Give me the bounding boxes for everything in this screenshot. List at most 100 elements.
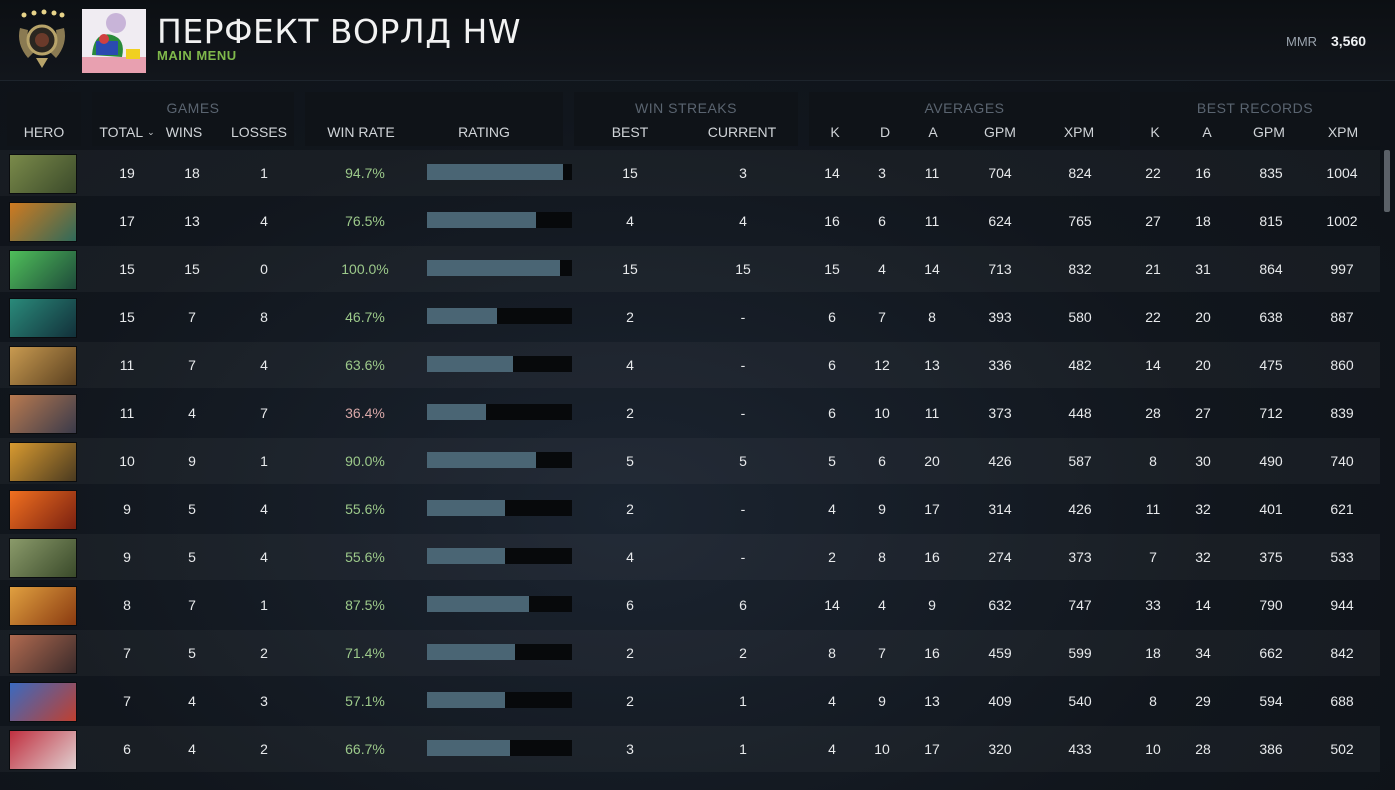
col-best-streak[interactable]: BEST [611,124,649,140]
col-rec-gpm[interactable]: GPM [1253,124,1285,140]
table-row[interactable]: 19 18 1 94.7% 15 3 14 3 11 704 824 22 16 835 1004 [0,150,1380,196]
cell-ra: 20 [1195,309,1211,325]
hero-portrait-icon[interactable] [9,250,77,290]
cell-current: 5 [739,453,747,469]
col-avg-kills[interactable]: K [830,124,840,140]
cell-d: 9 [878,501,886,517]
hero-portrait-icon[interactable] [9,682,77,722]
table-row[interactable]: 9 5 4 55.6% 2 - 4 9 17 314 426 11 32 401 621 [0,486,1380,532]
cell-current: 2 [739,645,747,661]
cell-a: 16 [924,645,940,661]
cell-gpm: 274 [988,549,1012,565]
col-rec-assists[interactable]: A [1202,124,1212,140]
main-menu-link[interactable]: MAIN MENU [157,48,237,63]
games-group-title: GAMES [166,100,220,116]
cell-xpm: 540 [1068,693,1092,709]
cell-best: 2 [626,309,634,325]
table-row[interactable]: 15 15 0 100.0% 15 15 15 4 14 713 832 21 31 864 997 [0,246,1380,292]
cell-rgpm: 662 [1259,645,1283,661]
cell-gpm: 459 [988,645,1012,661]
hero-portrait-icon[interactable] [9,154,77,194]
cell-ra: 29 [1195,693,1211,709]
cell-current: - [740,309,746,325]
col-avg-gpm[interactable]: GPM [984,124,1016,140]
avatar[interactable] [82,9,146,73]
cell-k: 6 [828,309,836,325]
col-wins[interactable]: WINS [165,124,203,140]
hero-portrait-icon[interactable] [9,442,77,482]
cell-gpm: 393 [988,309,1012,325]
hero-portrait-icon[interactable] [9,202,77,242]
cell-rk: 27 [1145,213,1161,229]
table-row[interactable]: 15 7 8 46.7% 2 - 6 7 8 393 580 22 20 638 887 [0,294,1380,340]
cell-gpm: 373 [988,405,1012,421]
table-row[interactable]: 6 4 2 66.7% 3 1 4 10 17 320 433 10 28 386 502 [0,726,1380,772]
cell-current: - [740,501,746,517]
cell-rk: 18 [1145,645,1161,661]
mmr-label: MMR [1286,34,1318,49]
scrollbar[interactable] [1384,150,1390,212]
cell-d: 4 [878,261,886,277]
mmr-value: 3,560 [1331,33,1367,49]
hero-portrait-icon[interactable] [9,634,77,674]
col-avg-deaths[interactable]: D [879,124,891,140]
cell-total: 7 [123,645,131,661]
table-row[interactable]: 7 5 2 71.4% 2 2 8 7 16 459 599 18 34 662 842 [0,630,1380,676]
cell-rxpm: 740 [1330,453,1354,469]
cell-wins: 7 [188,597,196,613]
col-rec-kills[interactable]: K [1150,124,1160,140]
col-rating[interactable]: RATING [458,124,510,140]
cell-rgpm: 475 [1259,357,1283,373]
cell-a: 14 [924,261,940,277]
col-avg-xpm[interactable]: XPM [1063,124,1095,140]
table-row[interactable]: 17 13 4 76.5% 4 4 16 6 11 624 765 27 18 815 1002 [0,198,1380,244]
col-win-rate[interactable]: WIN RATE [327,124,395,140]
cell-rgpm: 375 [1259,549,1283,565]
col-losses[interactable]: LOSSES [230,124,288,140]
col-rec-xpm[interactable]: XPM [1327,124,1359,140]
cell-win-rate: 94.7% [345,165,385,181]
col-avg-assists[interactable]: A [928,124,938,140]
cell-rk: 22 [1145,165,1161,181]
cell-best: 15 [622,261,638,277]
cell-d: 12 [874,357,890,373]
cell-ra: 32 [1195,501,1211,517]
cell-losses: 2 [260,645,268,661]
table-row[interactable]: 11 7 4 63.6% 4 - 6 12 13 336 482 14 20 475 860 [0,342,1380,388]
rank-medal-icon [19,9,65,68]
cell-ra: 31 [1195,261,1211,277]
col-total[interactable]: TOTAL ⌄ [94,124,160,140]
cell-rk: 11 [1145,501,1161,517]
cell-win-rate: 90.0% [345,453,385,469]
hero-portrait-icon[interactable] [9,490,77,530]
cell-xpm: 482 [1068,357,1092,373]
hero-portrait-icon[interactable] [9,586,77,626]
col-current-streak[interactable]: CURRENT [707,124,777,140]
rating-bar [427,356,572,372]
cell-xpm: 765 [1068,213,1092,229]
cell-rxpm: 860 [1330,357,1354,373]
table-row[interactable]: 11 4 7 36.4% 2 - 6 10 11 373 448 28 27 712 839 [0,390,1380,436]
winrate-group-box [305,92,563,146]
cell-d: 9 [878,693,886,709]
cell-rk: 28 [1145,405,1161,421]
table-row[interactable]: 9 5 4 55.6% 4 - 2 8 16 274 373 7 32 375 533 [0,534,1380,580]
cell-k: 14 [824,597,840,613]
hero-portrait-icon[interactable] [9,394,77,434]
cell-current: 3 [739,165,747,181]
hero-portrait-icon[interactable] [9,346,77,386]
cell-d: 7 [878,309,886,325]
table-row[interactable]: 8 7 1 87.5% 6 6 14 4 9 632 747 33 14 790 944 [0,582,1380,628]
col-hero[interactable]: HERO [23,124,65,140]
cell-a: 8 [928,309,936,325]
hero-portrait-icon[interactable] [9,298,77,338]
rating-bar-fill [427,692,505,708]
cell-xpm: 433 [1068,741,1092,757]
cell-d: 8 [878,549,886,565]
table-row[interactable]: 10 9 1 90.0% 5 5 5 6 20 426 587 8 30 490 740 [0,438,1380,484]
hero-portrait-icon[interactable] [9,538,77,578]
table-row[interactable]: 7 4 3 57.1% 2 1 4 9 13 409 540 8 29 594 688 [0,678,1380,724]
cell-best: 4 [626,213,634,229]
hero-portrait-icon[interactable] [9,730,77,770]
cell-wins: 4 [188,693,196,709]
